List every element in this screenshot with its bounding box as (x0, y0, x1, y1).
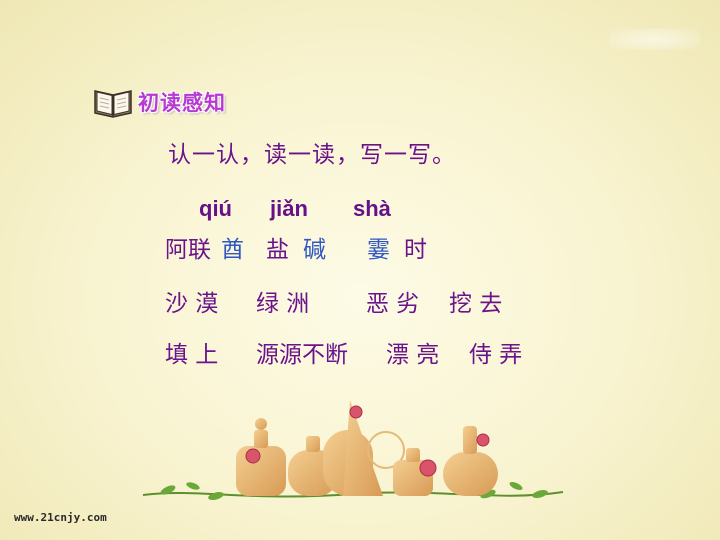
word-tianshang: 填 上 (165, 342, 219, 368)
word-piaoliang: 漂 亮 (386, 342, 440, 368)
word-sha-highlight: 霎 (367, 237, 390, 263)
pinyin-line: qiú jiǎn shà (199, 196, 429, 226)
pinyin-qiu: qiú (199, 196, 232, 221)
open-book-icon (94, 90, 132, 118)
pinyin-sha: shà (353, 196, 391, 221)
section-header: 初读感知 (92, 84, 226, 120)
word-shinong: 侍 弄 (469, 342, 523, 368)
section-title: 初读感知 (138, 91, 226, 115)
word-elie: 恶 劣 (366, 291, 420, 317)
word-yan: 盐 (266, 237, 289, 263)
instruction-text: 认一认，读一读，写一写。 (168, 142, 456, 168)
word-alianqiu-part: 阿联 (165, 237, 211, 263)
perfume-bottles-with-roses-icon (142, 400, 564, 500)
word-yuanyuanbuduan: 源源不断 (256, 342, 348, 368)
footer-url: www.21cnjy.com (14, 511, 107, 524)
word-shamo: 沙 漠 (165, 291, 219, 317)
word-jian-highlight: 碱 (303, 237, 326, 263)
watermark-glow (610, 28, 700, 50)
word-lvzhou: 绿 洲 (256, 291, 310, 317)
word-shi: 时 (404, 237, 427, 263)
word-qiu-highlight: 酋 (221, 237, 244, 263)
word-waqu: 挖 去 (449, 291, 503, 317)
pinyin-jian: jiǎn (270, 196, 308, 221)
